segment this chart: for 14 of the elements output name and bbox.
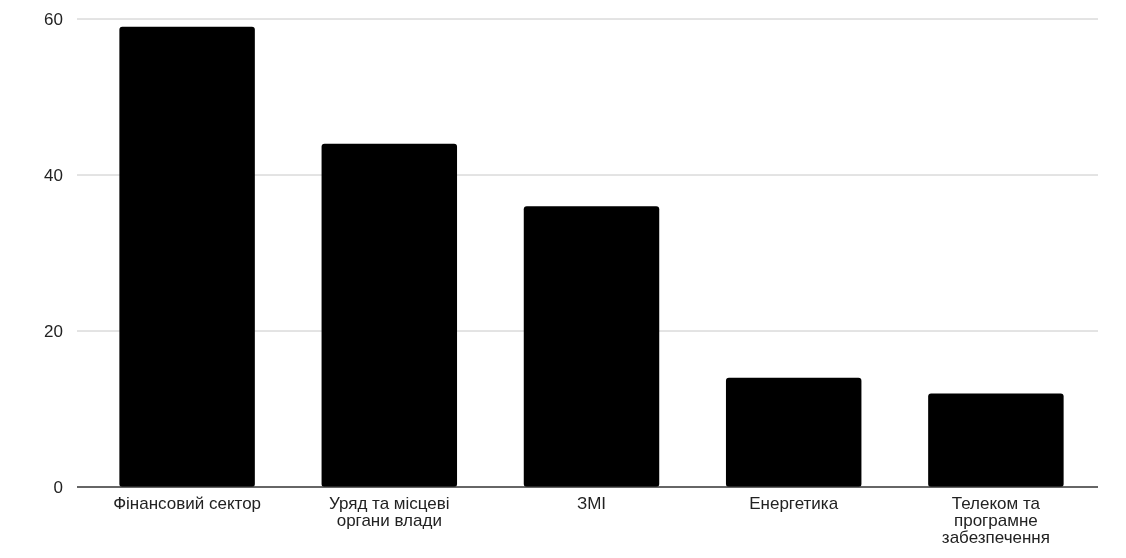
bar [725, 377, 862, 487]
x-tick-label: Уряд та місцеві органи влади [328, 494, 450, 530]
x-tick-label: Телеком та програмне забезпечення [941, 494, 1050, 547]
x-tick-label: Фінансовий сектор [113, 494, 262, 513]
y-tick-label: 0 [53, 477, 63, 497]
bar [928, 393, 1064, 487]
y-tick-label: 20 [44, 321, 63, 341]
bar [321, 143, 458, 487]
bar [523, 206, 660, 487]
x-tick-label: ЗМІ [576, 494, 607, 513]
y-tick-label: 40 [44, 165, 63, 185]
y-tick-label: 60 [44, 9, 63, 29]
x-tick-label: Енергетика [749, 494, 839, 513]
bar [119, 26, 255, 487]
